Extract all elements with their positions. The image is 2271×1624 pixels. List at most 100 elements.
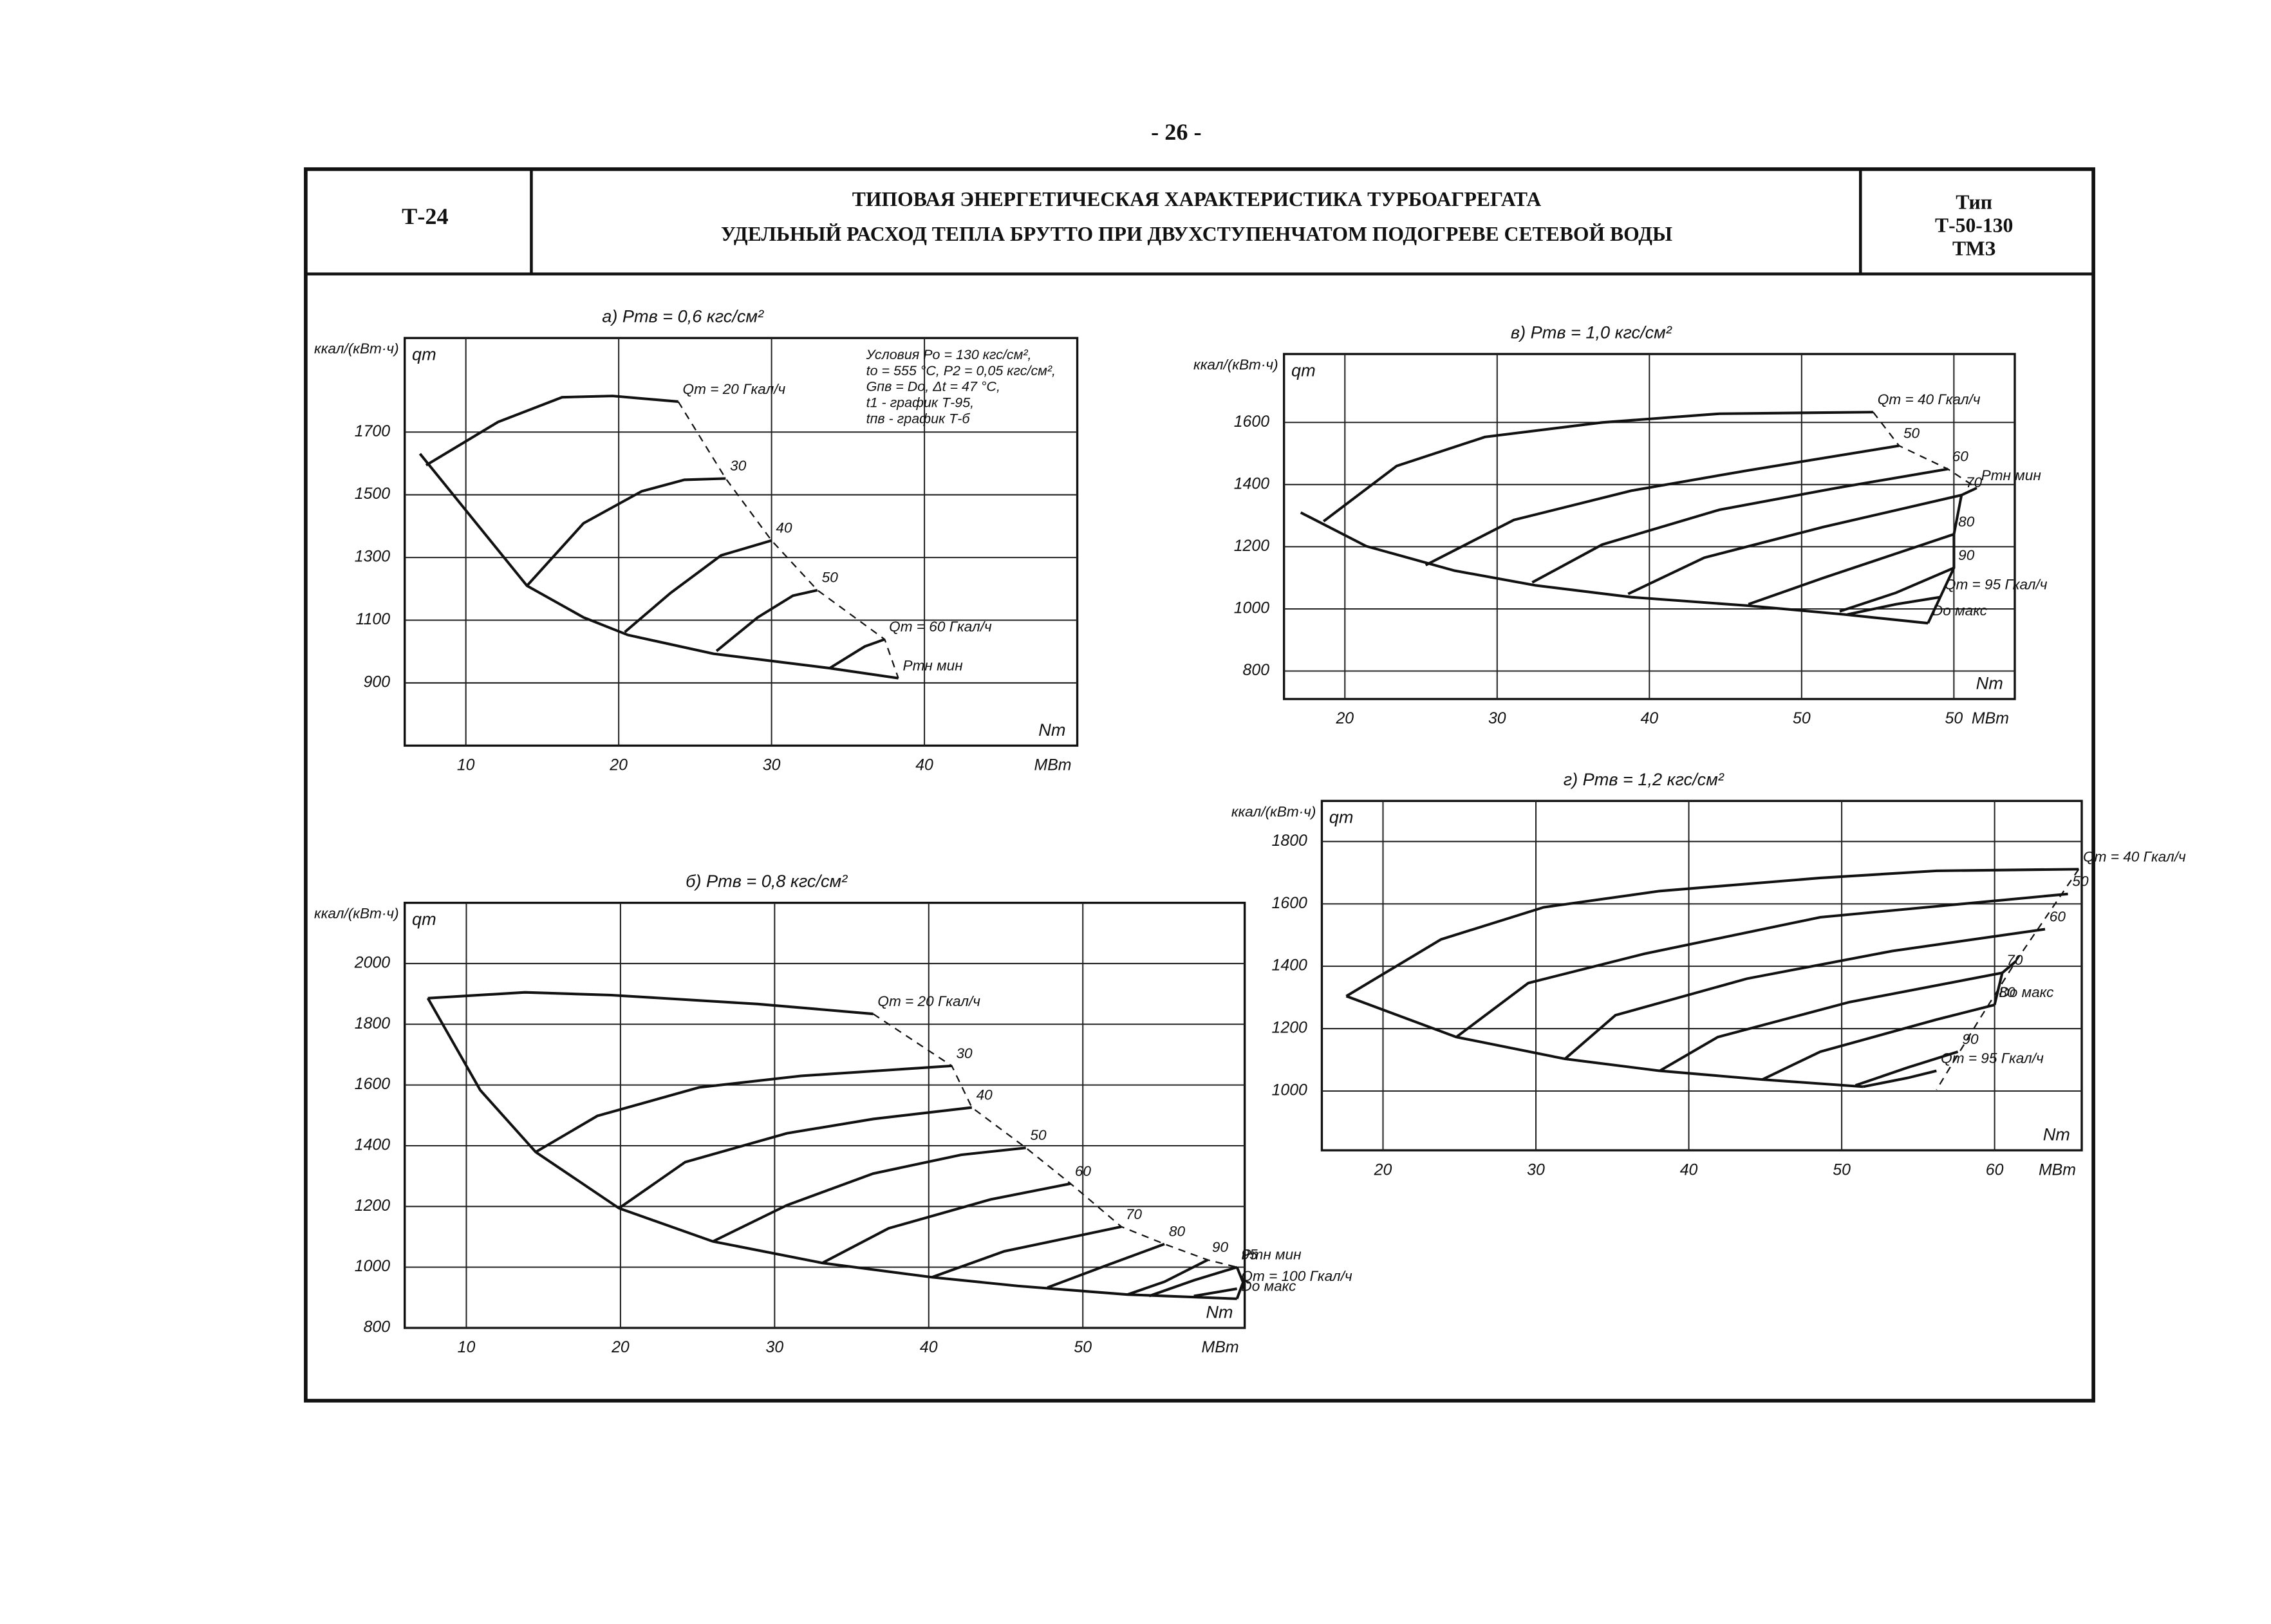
annotation: tо = 555 °С, P2 = 0,05 кгс/см², bbox=[866, 363, 1056, 378]
curve-label: Dо макс bbox=[1241, 1278, 1296, 1294]
curve bbox=[1126, 1258, 1209, 1296]
curve-label: Pтн мин bbox=[1241, 1247, 1301, 1263]
curve bbox=[1345, 868, 2079, 998]
x-tick-label: 40 bbox=[1640, 709, 1658, 727]
y-label: qт bbox=[412, 344, 436, 364]
curve-label: 60 bbox=[2050, 908, 2066, 924]
y-unit: ккал/(кВт·ч) bbox=[314, 906, 399, 922]
y-tick-label: 900 bbox=[364, 673, 391, 691]
y-unit: ккал/(кВт·ч) bbox=[1193, 357, 1278, 373]
curve bbox=[1748, 533, 1955, 606]
curve-label: 90 bbox=[1958, 547, 1975, 563]
x-tick-label: 30 bbox=[1488, 709, 1506, 727]
y-tick-label: 1800 bbox=[355, 1014, 390, 1032]
x-tick-label: 30 bbox=[763, 756, 781, 774]
x-tick-label: 30 bbox=[1527, 1161, 1545, 1179]
x-tick-label: 50 bbox=[1945, 709, 1963, 727]
y-tick-label: 800 bbox=[1243, 661, 1270, 679]
curve bbox=[1322, 411, 1873, 523]
chart-title: б) Pтв = 0,8 кгс/см² bbox=[686, 871, 848, 891]
x-tick-label: 20 bbox=[1335, 709, 1354, 727]
frame bbox=[304, 167, 2095, 1403]
page-number: - 26 - bbox=[1151, 119, 1201, 145]
x-tick-label: 20 bbox=[609, 756, 628, 774]
curve bbox=[931, 1225, 1122, 1279]
curve bbox=[624, 539, 772, 633]
curve bbox=[1761, 1003, 1995, 1081]
y-tick-label: 1000 bbox=[1234, 599, 1269, 617]
curve-label: Dо макс bbox=[1932, 602, 1988, 619]
curve-label: Pтн мин bbox=[902, 658, 962, 674]
curve-label: Qт = 100 Гкал/ч bbox=[1241, 1268, 1352, 1284]
y-tick-label: 1100 bbox=[356, 610, 391, 628]
curve-label: 30 bbox=[956, 1045, 973, 1061]
curve bbox=[1345, 994, 1864, 1088]
y-tick-label: 1600 bbox=[1234, 413, 1269, 431]
y-tick-label: 1400 bbox=[1272, 957, 1307, 975]
curve-label: Qт = 40 Гкал/ч bbox=[2083, 848, 2186, 864]
y-tick-label: 1600 bbox=[1272, 894, 1307, 912]
y-tick-label: 1000 bbox=[1272, 1081, 1307, 1099]
curve-label: Qт = 60 Гкал/ч bbox=[889, 619, 992, 635]
curve-label: 90 bbox=[1212, 1239, 1229, 1255]
curve bbox=[526, 477, 726, 587]
turbine-type: Т-50-130 bbox=[1935, 214, 2013, 237]
curve bbox=[427, 991, 874, 1016]
y-tick-label: 800 bbox=[364, 1318, 391, 1336]
y-label: qт bbox=[412, 909, 436, 929]
chart-title: г) Pтв = 1,2 кгс/см² bbox=[1564, 769, 1724, 789]
turbine-type: ТМЗ bbox=[1952, 238, 1995, 260]
curve bbox=[1300, 511, 1929, 625]
plot-frame bbox=[404, 337, 1079, 747]
curve bbox=[821, 1182, 1071, 1264]
sheet-title: ТИПОВАЯ ЭНЕРГЕТИЧЕСКАЯ ХАРАКТЕРИСТИКА ТУ… bbox=[852, 188, 1542, 210]
curve bbox=[1659, 971, 2003, 1072]
curve bbox=[1627, 494, 1962, 595]
curve bbox=[618, 1106, 973, 1209]
curve bbox=[426, 997, 1237, 1300]
y-tick-label: 1400 bbox=[1234, 474, 1269, 492]
y-tick-label: 1200 bbox=[1234, 537, 1269, 555]
curve-label: Qт = 20 Гкал/ч bbox=[683, 381, 786, 397]
y-tick-label: 1000 bbox=[355, 1257, 390, 1275]
curve bbox=[1047, 1242, 1165, 1289]
curve-label: Qт = 20 Гкал/ч bbox=[877, 993, 980, 1009]
x-tick-label: 10 bbox=[458, 1338, 476, 1356]
y-label: qт bbox=[1291, 360, 1316, 380]
curve bbox=[828, 638, 886, 669]
curve-label: 50 bbox=[822, 570, 839, 586]
chart-title: в) Pтв = 1,0 кгс/см² bbox=[1511, 322, 1672, 342]
x-tick-label: 50 bbox=[1793, 709, 1811, 727]
y-tick-label: 1800 bbox=[1272, 832, 1307, 850]
curve bbox=[425, 395, 678, 467]
curve-label: 30 bbox=[730, 458, 747, 474]
curve-label: 80 bbox=[1169, 1224, 1186, 1240]
x-label: Nт bbox=[1976, 673, 2003, 693]
x-unit: МВт bbox=[2039, 1161, 2076, 1179]
curve bbox=[1855, 1050, 1959, 1087]
turbine-type: Тип bbox=[1956, 191, 1992, 213]
plot-frame bbox=[1320, 799, 2083, 1152]
curve bbox=[1531, 467, 1949, 584]
curve bbox=[1847, 595, 1941, 616]
annotation: t1 - график Т-95, bbox=[866, 395, 975, 411]
x-tick-label: 20 bbox=[611, 1338, 630, 1356]
y-unit: ккал/(кВт·ч) bbox=[314, 341, 399, 357]
y-tick-label: 1700 bbox=[355, 422, 390, 440]
y-tick-label: 1600 bbox=[355, 1075, 390, 1093]
curve-label: 60 bbox=[1075, 1163, 1092, 1179]
x-label: Nт bbox=[1206, 1302, 1233, 1322]
x-tick-label: 40 bbox=[1680, 1161, 1698, 1179]
curve-label: Qт = 95 Гкал/ч bbox=[1941, 1050, 2044, 1066]
y-tick-label: 2000 bbox=[354, 954, 390, 972]
y-label: qт bbox=[1329, 807, 1354, 827]
curve bbox=[1564, 928, 2046, 1060]
x-tick-label: 50 bbox=[1074, 1338, 1092, 1356]
curve-label: Pтн мин bbox=[1981, 467, 2041, 483]
curve-label: Qт = 95 Гкал/ч bbox=[1945, 576, 2048, 592]
y-tick-label: 1300 bbox=[355, 548, 390, 566]
x-tick-label: 40 bbox=[915, 756, 933, 774]
curve bbox=[1993, 960, 2017, 1005]
x-tick-label: 30 bbox=[766, 1338, 784, 1356]
